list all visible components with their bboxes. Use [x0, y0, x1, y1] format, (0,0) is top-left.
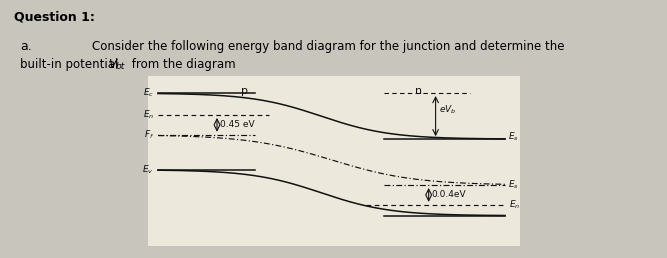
Text: $E_s$: $E_s$	[508, 131, 519, 143]
Text: $E_v$: $E_v$	[143, 164, 154, 176]
Text: $E_c$: $E_c$	[143, 87, 154, 99]
Text: a.: a.	[20, 40, 32, 53]
Text: $F_f$: $F_f$	[144, 128, 154, 141]
Text: 0.0.4eV: 0.0.4eV	[432, 190, 466, 199]
Text: built-in potential: built-in potential	[20, 58, 122, 71]
Text: $eV_b$: $eV_b$	[439, 103, 456, 116]
FancyBboxPatch shape	[148, 76, 520, 246]
Text: p: p	[241, 86, 248, 96]
Text: V: V	[108, 58, 116, 71]
Text: Question 1:: Question 1:	[14, 10, 95, 23]
Text: 0.45 eV: 0.45 eV	[220, 120, 255, 129]
Text: bt: bt	[116, 62, 125, 71]
Text: $E_s$: $E_s$	[508, 179, 519, 191]
Text: Consider the following energy band diagram for the junction and determine the: Consider the following energy band diagr…	[92, 40, 564, 53]
Text: from the diagram: from the diagram	[128, 58, 235, 71]
Text: $E_n$: $E_n$	[509, 199, 520, 211]
Text: n: n	[415, 86, 422, 96]
Text: $E_n$: $E_n$	[143, 109, 154, 121]
